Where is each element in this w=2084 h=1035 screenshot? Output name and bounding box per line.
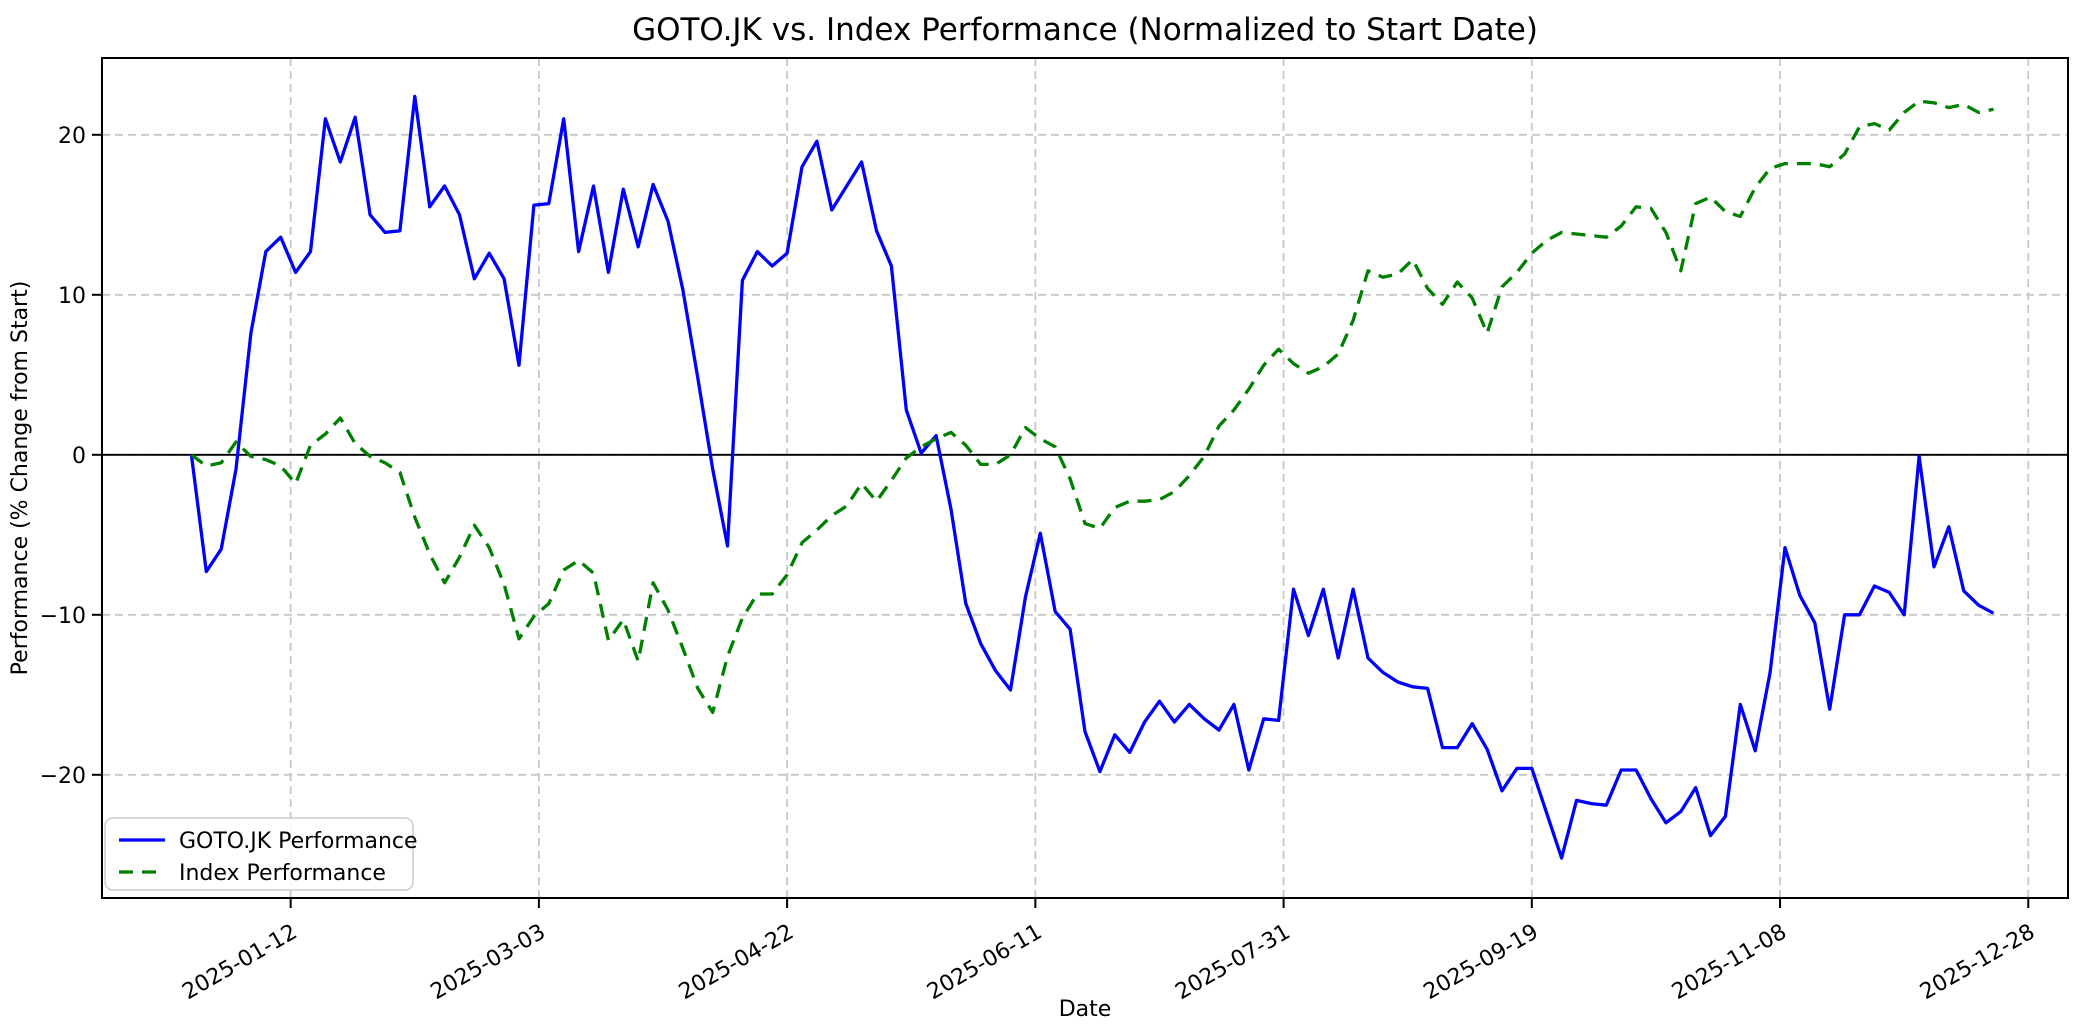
x-tick-label: 2025-07-31: [1171, 920, 1294, 1006]
x-tick-label: 2025-11-08: [1668, 920, 1791, 1006]
legend-box: [104, 817, 414, 891]
y-tick-labels: −20 −10 0 10 20: [40, 124, 86, 789]
legend-label-index: Index Performance: [179, 861, 386, 886]
goto-jk-line: [189, 94, 1995, 860]
y-tick-label: −20: [40, 764, 86, 789]
tick-marks: [92, 133, 2030, 908]
chart-title: GOTO.JK vs. Index Performance (Normalize…: [632, 12, 1538, 48]
x-tick-label: 2025-03-03: [427, 920, 550, 1006]
legend: GOTO.JK Performance Index Performance: [104, 817, 418, 891]
series-lines: [189, 94, 1995, 860]
y-tick-label: 20: [58, 124, 86, 149]
gridlines: [102, 58, 2068, 898]
x-tick-label: 2025-01-12: [178, 920, 301, 1006]
x-axis-label: Date: [1059, 997, 1112, 1022]
plot-border: [101, 57, 2069, 899]
index-line: [190, 99, 1994, 715]
y-tick-label: 10: [58, 284, 86, 309]
legend-label-goto: GOTO.JK Performance: [179, 829, 418, 854]
x-tick-labels: 2025-01-12 2025-03-03 2025-04-22 2025-06-11…: [178, 920, 2039, 1006]
x-tick-label: 2025-09-19: [1420, 920, 1543, 1006]
x-tick-label: 2025-06-11: [923, 920, 1046, 1006]
y-tick-label: −10: [40, 604, 86, 629]
y-tick-label: 0: [72, 444, 86, 469]
x-tick-label: 2025-12-28: [1916, 920, 2039, 1006]
x-tick-label: 2025-04-22: [675, 920, 798, 1006]
y-axis-label: Performance (% Change from Start): [8, 281, 33, 676]
